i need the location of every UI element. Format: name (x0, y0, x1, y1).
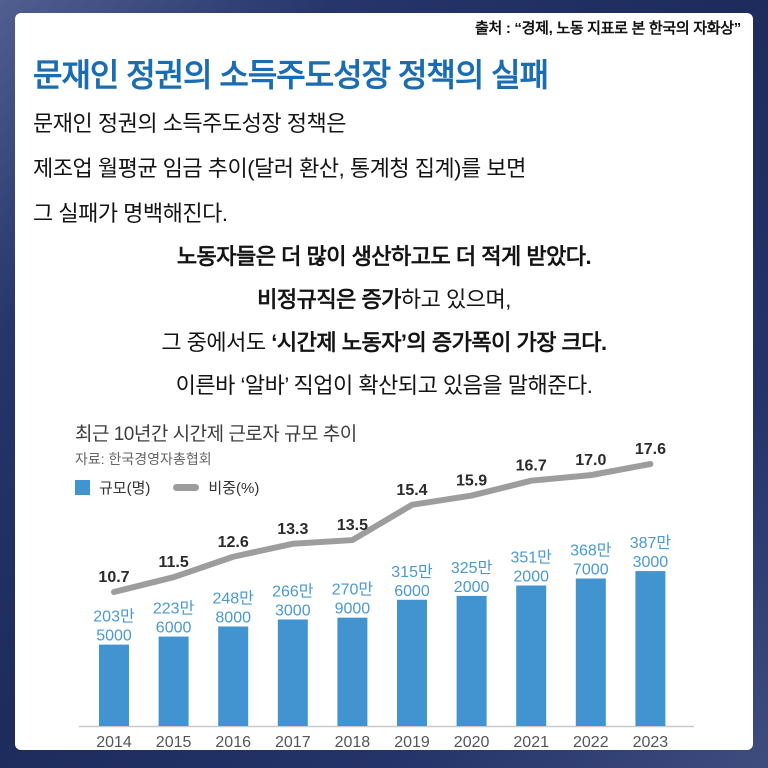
bar (516, 585, 547, 726)
bar-value-label: 223만 (153, 600, 195, 618)
emphasis-segment: 비정규직은 증가 (257, 287, 401, 312)
page-title: 문재인 정권의 소득주도성장 정책의 실패 (33, 57, 549, 93)
bar-value-label: 203만 (93, 608, 135, 626)
year-tick-label: 2015 (156, 734, 192, 750)
bar (277, 619, 308, 726)
emphasis-line: 그 중에서도 ‘시간제 노동자’의 증가폭이 가장 크다. (15, 321, 753, 364)
bar-value-label: 248만 (212, 589, 254, 607)
percent-label: 10.7 (98, 569, 129, 586)
emphasis-segment: 이른바 ‘알바’ 직업이 확산되고 있음을 말해준다. (175, 373, 593, 398)
content-card: 출처 : “경제, 노동 지표로 본 한국의 자화상” 문재인 정권의 소득주도… (15, 13, 753, 750)
year-tick-label: 2019 (394, 734, 430, 750)
emphasis-segment: 하고 있으며, (400, 287, 511, 312)
line-legend-label: 비중(%) (208, 480, 260, 497)
bar-value-label: 3000 (633, 554, 669, 571)
bar-legend-swatch-icon (75, 480, 90, 495)
chart-title: 최근 10년간 시간제 근로자 규모 추이 (75, 424, 357, 445)
bar-value-label: 387만 (630, 534, 672, 552)
chart-source: 자료: 한국경영자총협회 (75, 451, 212, 467)
source-attribution: 출처 : “경제, 노동 지표로 본 한국의 자화상” (474, 20, 741, 37)
bar (337, 617, 368, 726)
bar (635, 571, 666, 726)
bar (158, 636, 189, 726)
bar (218, 626, 249, 726)
bar-value-label: 8000 (215, 609, 251, 626)
bar-value-label: 6000 (156, 620, 192, 637)
body-line: 제조업 월평균 임금 추이(달러 환산, 통계청 집계)를 보면 (33, 156, 526, 181)
emphasis-segment: ‘시간제 노동자’의 증가폭이 가장 크다. (271, 330, 607, 355)
body-line: 문재인 정권의 소득주도성장 정책은 (33, 111, 346, 136)
percent-label: 13.5 (337, 517, 368, 534)
bar (456, 595, 487, 726)
bar-value-label: 2000 (454, 579, 490, 596)
year-tick-label: 2017 (275, 734, 311, 750)
emphasis-line: 이른바 ‘알바’ 직업이 확산되고 있음을 말해준다. (15, 364, 753, 407)
bar (397, 599, 427, 726)
emphasis-paragraph: 노동자들은 더 많이 생산하고도 더 적게 받았다. 비정규직은 증가하고 있으… (15, 235, 753, 407)
percent-label: 17.6 (635, 441, 666, 458)
year-tick-label: 2022 (573, 734, 609, 750)
bar (575, 578, 606, 726)
year-tick-label: 2021 (513, 734, 549, 750)
chart-legend: 규모(명) 비중(%) (75, 477, 259, 498)
emphasis-segment: 노동자들은 더 많이 생산하고도 더 적게 받았다. (176, 244, 592, 269)
bar-value-label: 325만 (451, 559, 493, 577)
bar-value-label: 5000 (96, 628, 132, 645)
bar-value-label: 315만 (391, 563, 433, 581)
year-tick-label: 2023 (633, 734, 669, 750)
percent-label: 17.0 (575, 452, 606, 469)
percent-label: 15.4 (396, 482, 427, 499)
bar-value-label: 9000 (335, 601, 371, 618)
chart-canvas: 203만 5000 2014 223만 6000 2015 248만 8000 2016 266만… (79, 441, 694, 750)
emphasis-line: 노동자들은 더 많이 생산하고도 더 적게 받았다. (15, 235, 753, 278)
bar-value-label: 368만 (570, 542, 612, 560)
bar-value-label: 266만 (272, 582, 314, 600)
emphasis-line: 비정규직은 증가하고 있으며, (15, 278, 753, 321)
trend-line (111, 461, 654, 595)
percent-label: 11.5 (158, 554, 188, 571)
bar-value-label: 3000 (275, 602, 311, 619)
bar-legend-label: 규모(명) (99, 480, 151, 497)
bar (99, 644, 129, 726)
percent-label: 12.6 (218, 534, 249, 551)
percent-label: 13.3 (277, 521, 308, 538)
body-paragraph: 문재인 정권의 소득주도성장 정책은 제조업 월평균 임금 추이(달러 환산, … (33, 101, 526, 236)
bar-value-label: 7000 (573, 562, 609, 579)
percent-label: 16.7 (516, 458, 547, 475)
year-tick-label: 2018 (335, 734, 371, 750)
percent-label: 15.9 (456, 473, 487, 490)
year-tick-label: 2014 (96, 734, 132, 750)
body-line: 그 실패가 명백해진다. (33, 201, 228, 226)
emphasis-segment: 그 중에서도 (161, 330, 272, 355)
bar-value-label: 2000 (513, 569, 549, 586)
line-legend-swatch-icon (173, 484, 200, 491)
year-tick-label: 2020 (454, 734, 490, 750)
bar-value-label: 270만 (332, 581, 374, 599)
bar-value-label: 6000 (394, 583, 430, 600)
year-tick-label: 2016 (215, 734, 251, 750)
bar-value-label: 351만 (510, 549, 552, 567)
